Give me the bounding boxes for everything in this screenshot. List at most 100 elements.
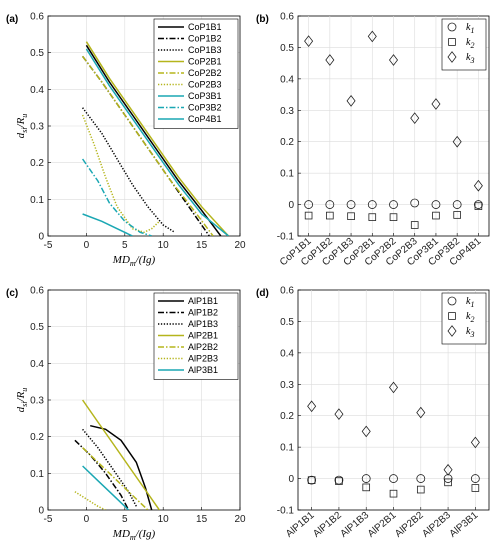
marker-circle bbox=[452, 200, 462, 209]
series-line bbox=[74, 439, 130, 510]
x-tick-label: 15 bbox=[196, 514, 208, 525]
series-line bbox=[81, 158, 152, 236]
marker-circle bbox=[361, 474, 371, 483]
panel-c: 00.10.20.30.40.50.6-5 0 5 10 15 20AlP1B1AlP1B… bbox=[6, 286, 246, 543]
x-tick-label: 20 bbox=[234, 240, 246, 251]
marker-diamond bbox=[334, 408, 344, 420]
x-tick-label: AlP3B1 bbox=[448, 510, 481, 540]
marker-square bbox=[389, 489, 398, 498]
panel-tag: (a) bbox=[6, 14, 18, 25]
marker-circle bbox=[325, 200, 335, 209]
legend: CoP1B1CoP1B2CoP1B3CoP2B1CoP2B2CoP2B3CoP3… bbox=[153, 18, 239, 129]
legend-label: CoP2B1 bbox=[188, 57, 222, 67]
x-tick-label: AlP1B3 bbox=[339, 510, 372, 540]
marker-square bbox=[416, 485, 425, 494]
marker-square bbox=[471, 484, 480, 492]
series-line bbox=[82, 447, 149, 510]
y-tick-label: -0.1 bbox=[277, 506, 295, 517]
marker-square bbox=[453, 211, 461, 219]
marker-circle bbox=[389, 200, 398, 209]
x-tick-label: -5 bbox=[44, 240, 53, 251]
x-tick-label: 10 bbox=[158, 514, 170, 525]
legend-label: k3 bbox=[466, 326, 474, 339]
legend-label: k2 bbox=[466, 37, 474, 50]
marker-square bbox=[304, 211, 313, 220]
x-axis-label: MDm/(Ig) bbox=[112, 254, 156, 268]
x-tick-label: 0 bbox=[84, 240, 90, 251]
y-tick-label: 0.6 bbox=[280, 286, 294, 297]
series-line bbox=[81, 399, 161, 510]
series-line bbox=[74, 491, 106, 510]
legend: k1 k2 k3 bbox=[441, 18, 487, 71]
y-tick-label: 0.1 bbox=[280, 169, 294, 180]
marker-diamond bbox=[304, 35, 314, 47]
legend-label: CoP2B3 bbox=[188, 80, 222, 90]
x-tick-label: 0 bbox=[84, 514, 90, 525]
marker-circle bbox=[389, 474, 398, 483]
x-tick-label: AlP2B3 bbox=[420, 510, 453, 540]
marker-square bbox=[444, 478, 452, 487]
series-line bbox=[85, 44, 222, 236]
series-line bbox=[85, 41, 230, 236]
series-line bbox=[81, 114, 160, 234]
marker-circle bbox=[410, 198, 420, 208]
marker-circle bbox=[473, 200, 483, 209]
marker-circle bbox=[447, 22, 457, 32]
marker-diamond bbox=[443, 463, 453, 476]
marker-square bbox=[448, 38, 456, 46]
marker-square bbox=[368, 213, 377, 221]
panel-a: 00.10.20.30.40.50.6-5 0 5 10 15 20CoP1B1CoP1B… bbox=[6, 12, 246, 269]
marker-circle bbox=[416, 474, 426, 483]
y-tick-label: 0.5 bbox=[30, 322, 44, 333]
y-tick-label: 0.4 bbox=[30, 85, 44, 96]
marker-diamond bbox=[452, 135, 462, 148]
x-tick-label: 15 bbox=[196, 240, 208, 251]
marker-diamond bbox=[346, 95, 356, 107]
panel-tag: (b) bbox=[256, 14, 269, 25]
marker-circle bbox=[346, 200, 356, 209]
legend: k1 k2 k3 bbox=[441, 292, 487, 345]
x-tick-label: AlP1B2 bbox=[311, 510, 344, 540]
marker-square bbox=[326, 211, 334, 220]
y-tick-label: 0.3 bbox=[30, 122, 44, 133]
y-tick-label: 0.3 bbox=[280, 380, 294, 391]
legend-box bbox=[441, 292, 487, 345]
marker-circle bbox=[367, 200, 377, 209]
legend-label: CoP2B2 bbox=[188, 68, 222, 78]
series-line bbox=[81, 55, 214, 236]
y-tick-label: 0 bbox=[38, 232, 44, 243]
marker-circle bbox=[447, 296, 457, 306]
panel-tag: (d) bbox=[256, 288, 269, 299]
marker-diamond bbox=[410, 112, 420, 124]
marker-square bbox=[432, 211, 440, 220]
y-tick-label: 0.5 bbox=[280, 317, 294, 328]
legend-label: CoP1B1 bbox=[188, 22, 222, 32]
marker-diamond bbox=[325, 54, 335, 66]
panel-b: -0.100.10.20.30.40.50.6CoP1B1CoP1B2CoP1B… bbox=[256, 12, 490, 268]
series-line bbox=[82, 107, 176, 233]
marker-diamond bbox=[361, 425, 371, 438]
x-tick-label: AlP2B2 bbox=[393, 510, 426, 540]
y-tick-label: 0 bbox=[288, 474, 294, 485]
marker-diamond bbox=[431, 98, 441, 110]
x-tick-label: 10 bbox=[158, 240, 170, 251]
series-line bbox=[85, 48, 229, 236]
marker-diamond bbox=[388, 381, 399, 394]
legend-label: AlP1B3 bbox=[188, 319, 218, 329]
panel-tag: (c) bbox=[6, 288, 18, 299]
legend-label: AlP2B3 bbox=[188, 354, 218, 364]
y-tick-label: 0.1 bbox=[30, 195, 44, 206]
legend-label: k1 bbox=[466, 296, 474, 309]
legend-label: CoP1B3 bbox=[188, 45, 222, 55]
panel-d: -0.100.10.20.30.40.50.6AlP1B1AlP1B2AlP1B… bbox=[256, 286, 490, 540]
y-tick-label: 0.2 bbox=[280, 137, 294, 148]
marker-square bbox=[474, 202, 483, 210]
marker-diamond bbox=[416, 406, 426, 419]
y-tick-label: 0.1 bbox=[30, 469, 44, 480]
marker-circle bbox=[470, 474, 480, 483]
y-tick-label: 0.5 bbox=[30, 48, 44, 59]
y-tick-label: 0.5 bbox=[280, 43, 294, 54]
y-tick-label: 0.2 bbox=[30, 432, 44, 443]
